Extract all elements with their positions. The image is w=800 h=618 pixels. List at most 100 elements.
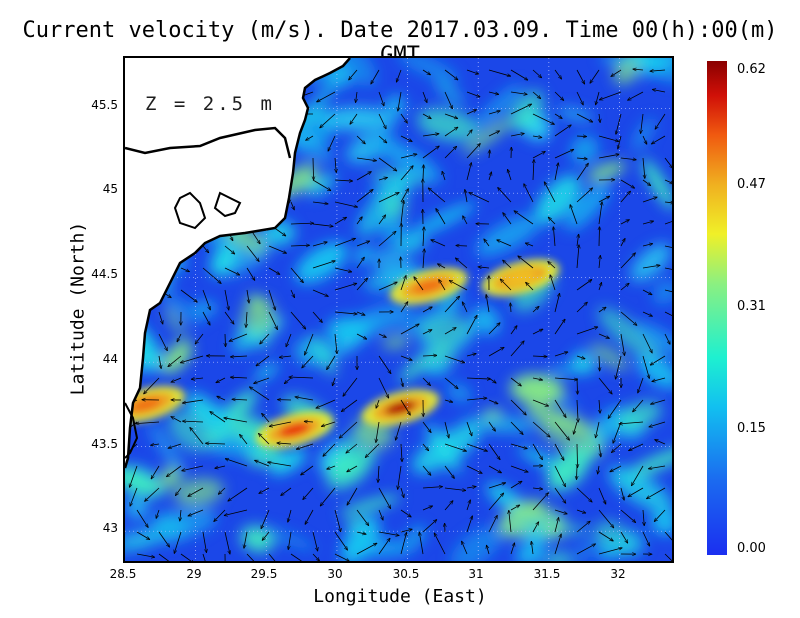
velocity-arrow — [642, 265, 660, 269]
velocity-arrow — [422, 421, 431, 432]
velocity-arrow — [376, 421, 380, 442]
velocity-arrow — [175, 487, 182, 496]
velocity-arrow — [378, 135, 387, 143]
speed-blob — [160, 466, 182, 488]
y-axis-label: Latitude (North) — [67, 221, 89, 396]
velocity-arrow — [398, 91, 402, 111]
velocity-arrow — [195, 333, 204, 344]
velocity-arrow — [334, 238, 355, 247]
velocity-arrow — [210, 412, 226, 423]
velocity-arrow — [346, 443, 358, 453]
velocity-arrow — [466, 487, 476, 488]
velocity-arrow — [400, 166, 413, 181]
velocity-arrow — [577, 399, 578, 422]
velocity-arrow — [224, 289, 229, 310]
velocity-arrow — [312, 553, 319, 561]
velocity-arrow — [400, 355, 412, 360]
velocity-arrow — [664, 553, 672, 561]
velocity-arrow — [290, 553, 303, 561]
velocity-arrow — [444, 443, 466, 451]
speed-blob — [295, 242, 348, 284]
velocity-arrow — [488, 323, 500, 335]
velocity-arrow — [304, 421, 314, 422]
velocity-arrow — [312, 242, 327, 247]
speed-blob — [545, 550, 573, 561]
velocity-arrow — [631, 465, 644, 486]
velocity-arrow — [229, 333, 248, 341]
velocity-arrow — [510, 104, 532, 115]
velocity-arrow — [488, 69, 511, 76]
velocity-arrow — [642, 289, 652, 295]
velocity-arrow — [167, 465, 182, 477]
velocity-arrow — [156, 509, 160, 518]
velocity-arrow — [305, 333, 314, 355]
velocity-arrow — [356, 509, 369, 526]
velocity-arrow — [577, 234, 579, 247]
velocity-arrow — [224, 418, 248, 423]
velocity-arrow — [554, 399, 566, 417]
velocity-arrow — [532, 113, 554, 124]
x-tick-label: 31.5 — [533, 567, 561, 581]
velocity-arrow — [576, 302, 587, 313]
velocity-arrow — [509, 510, 512, 533]
velocity-arrow — [356, 217, 362, 225]
velocity-arrow — [290, 201, 294, 210]
velocity-arrow — [356, 532, 366, 534]
speed-blob — [473, 305, 500, 335]
lake — [213, 191, 242, 218]
speed-blob — [382, 194, 407, 219]
velocity-arrow — [259, 433, 270, 445]
y-tick-label: 43 — [102, 521, 118, 535]
velocity-arrow — [488, 347, 504, 357]
velocity-arrow — [554, 319, 565, 335]
velocity-arrow — [466, 354, 476, 357]
speed-blob — [599, 58, 655, 65]
velocity-arrow — [642, 157, 645, 178]
velocity-arrow — [576, 69, 585, 84]
velocity-arrow — [312, 261, 335, 269]
velocity-arrow — [444, 421, 449, 438]
speed-blob — [164, 306, 185, 337]
velocity-arrow — [202, 245, 209, 253]
velocity-arrow — [554, 487, 566, 503]
velocity-arrow — [268, 289, 275, 310]
velocity-arrow — [554, 509, 567, 514]
velocity-arrow — [174, 531, 182, 553]
velocity-arrow — [349, 69, 358, 80]
velocity-arrow — [664, 311, 672, 316]
velocity-arrow — [620, 179, 634, 188]
velocity-arrow — [180, 289, 197, 302]
speed-blob — [125, 537, 162, 552]
velocity-arrow — [532, 378, 543, 380]
velocity-arrow — [488, 172, 492, 181]
velocity-arrow — [466, 163, 471, 181]
velocity-arrow — [486, 295, 490, 313]
velocity-arrow — [400, 113, 407, 123]
velocity-arrow — [378, 465, 379, 482]
velocity-arrow — [321, 421, 336, 426]
velocity-arrow — [279, 356, 292, 357]
velocity-arrow — [573, 421, 578, 434]
velocity-arrow — [334, 180, 353, 181]
velocity-arrow — [400, 529, 412, 533]
velocity-arrow — [439, 279, 446, 291]
speed-blob — [208, 407, 232, 434]
velocity-arrow — [341, 399, 358, 412]
speed-blob — [450, 526, 502, 561]
velocity-arrow — [290, 245, 309, 246]
speed-blob — [320, 107, 395, 131]
velocity-arrow — [510, 69, 528, 80]
velocity-arrow — [598, 135, 619, 141]
x-tick-label: 31 — [468, 567, 484, 581]
velocity-arrow — [356, 257, 364, 269]
velocity-arrow — [554, 149, 574, 159]
velocity-arrow — [599, 443, 601, 457]
x-tick-label: 28.5 — [109, 567, 137, 581]
velocity-arrow — [619, 421, 644, 424]
velocity-arrow — [532, 522, 539, 533]
speed-blob — [254, 363, 279, 381]
velocity-arrow — [334, 311, 357, 314]
speed-blob — [208, 437, 269, 458]
velocity-arrow — [576, 91, 583, 105]
speed-blob — [125, 465, 165, 497]
